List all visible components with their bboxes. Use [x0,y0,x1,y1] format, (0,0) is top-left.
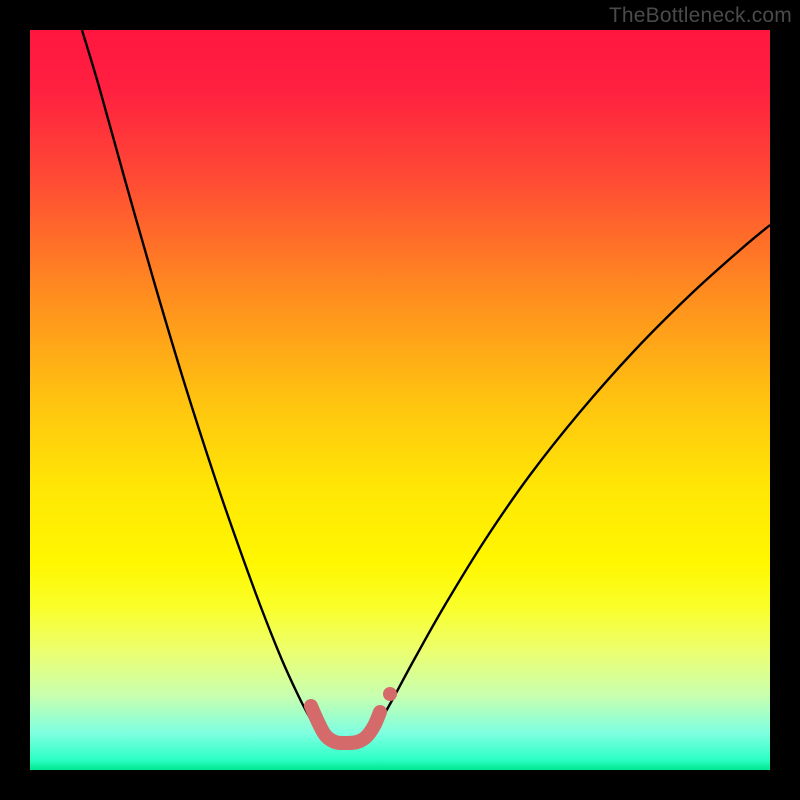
highlight-end-dot [383,687,397,701]
bottleneck-curve-right [374,225,770,730]
watermark-text: TheBottleneck.com [609,4,792,28]
bottleneck-curve-left [82,30,318,730]
highlight-segment [311,706,380,743]
chart-frame: TheBottleneck.com [0,0,800,800]
curve-layer [30,30,770,770]
plot-area [30,30,770,770]
